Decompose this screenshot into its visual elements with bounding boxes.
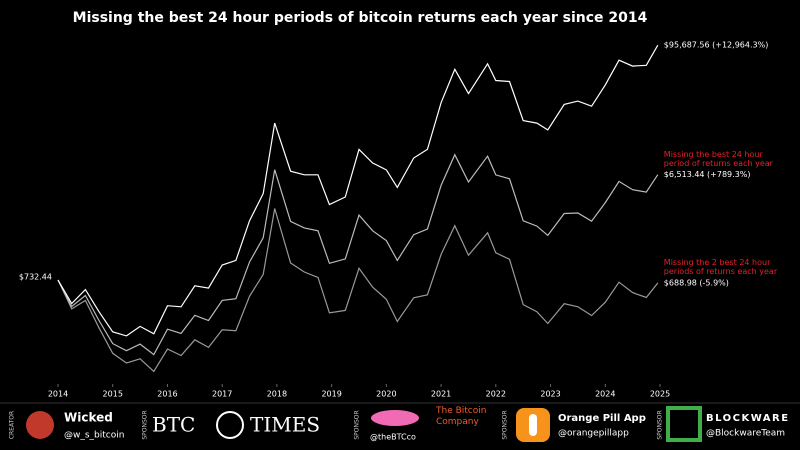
- app-logo-pill: [529, 414, 537, 436]
- footer-tag: SPONSOR: [502, 410, 509, 439]
- series-name: Missing the 2 best 24 hour periods of re…: [663, 257, 778, 276]
- x-tick-label: 2015: [103, 390, 123, 399]
- company-logo: [371, 410, 419, 426]
- footer-tag: SPONSOR: [142, 410, 149, 439]
- x-tick-label: 2016: [157, 390, 177, 399]
- footer-tag: CREATOR: [9, 411, 16, 439]
- chart-title: Missing the best 24 hour periods of bitc…: [73, 10, 648, 26]
- x-tick-label: 2019: [321, 390, 341, 399]
- btc-times-emblem: [216, 411, 244, 439]
- value-label: $95,687.56 (+12,964.3%): [664, 41, 769, 50]
- footer-tag: SPONSOR: [354, 410, 361, 439]
- company-name: The Bitcoin Company: [436, 406, 487, 427]
- blockware-name: BLOCKWARE: [706, 413, 790, 424]
- series-name-box: Missing the 2 best 24 hour periods of re…: [663, 257, 778, 276]
- x-tick-label: 2014: [48, 390, 68, 399]
- btc-times-logo: TIMES: [250, 413, 320, 437]
- company-handle: @theBTCco: [370, 433, 416, 442]
- value-label: $688.98 (-5.9%): [664, 278, 729, 287]
- app-handle: @orangepillapp: [558, 429, 629, 439]
- blockware-logo: [666, 406, 702, 442]
- footer: CREATOR Wicked @w_s_bitcoin SPONSOR BTC …: [0, 402, 800, 442]
- btc-times-logo: BTC: [152, 413, 195, 437]
- blockware-handle: @BlockwareTeam: [706, 429, 785, 439]
- footer-tag: SPONSOR: [657, 410, 664, 439]
- x-tick-label: 2025: [650, 390, 670, 399]
- series-name: Missing the best 24 hour period of retur…: [663, 149, 773, 168]
- x-tick-label: 2017: [212, 390, 232, 399]
- series-line: [57, 44, 659, 337]
- x-tick-label: 2018: [267, 390, 287, 399]
- series-name-box: Missing the best 24 hour period of retur…: [663, 149, 773, 168]
- creator-name: Wicked: [64, 411, 113, 425]
- creator-logo: [26, 411, 54, 439]
- x-tick-label: 2020: [376, 390, 396, 399]
- series-line: [57, 153, 659, 356]
- x-tick-label: 2021: [431, 390, 451, 399]
- series-line: [57, 208, 659, 373]
- value-label: $6,513.44 (+789.3%): [664, 170, 751, 179]
- company-name-box: The Bitcoin Company: [436, 406, 487, 427]
- x-tick-label: 2023: [540, 390, 560, 399]
- app-name: Orange Pill App: [558, 413, 646, 424]
- value-label: $732.44: [19, 273, 52, 282]
- x-tick-label: 2022: [486, 390, 506, 399]
- x-tick-label: 2024: [595, 390, 615, 399]
- creator-handle: @w_s_bitcoin: [64, 431, 124, 441]
